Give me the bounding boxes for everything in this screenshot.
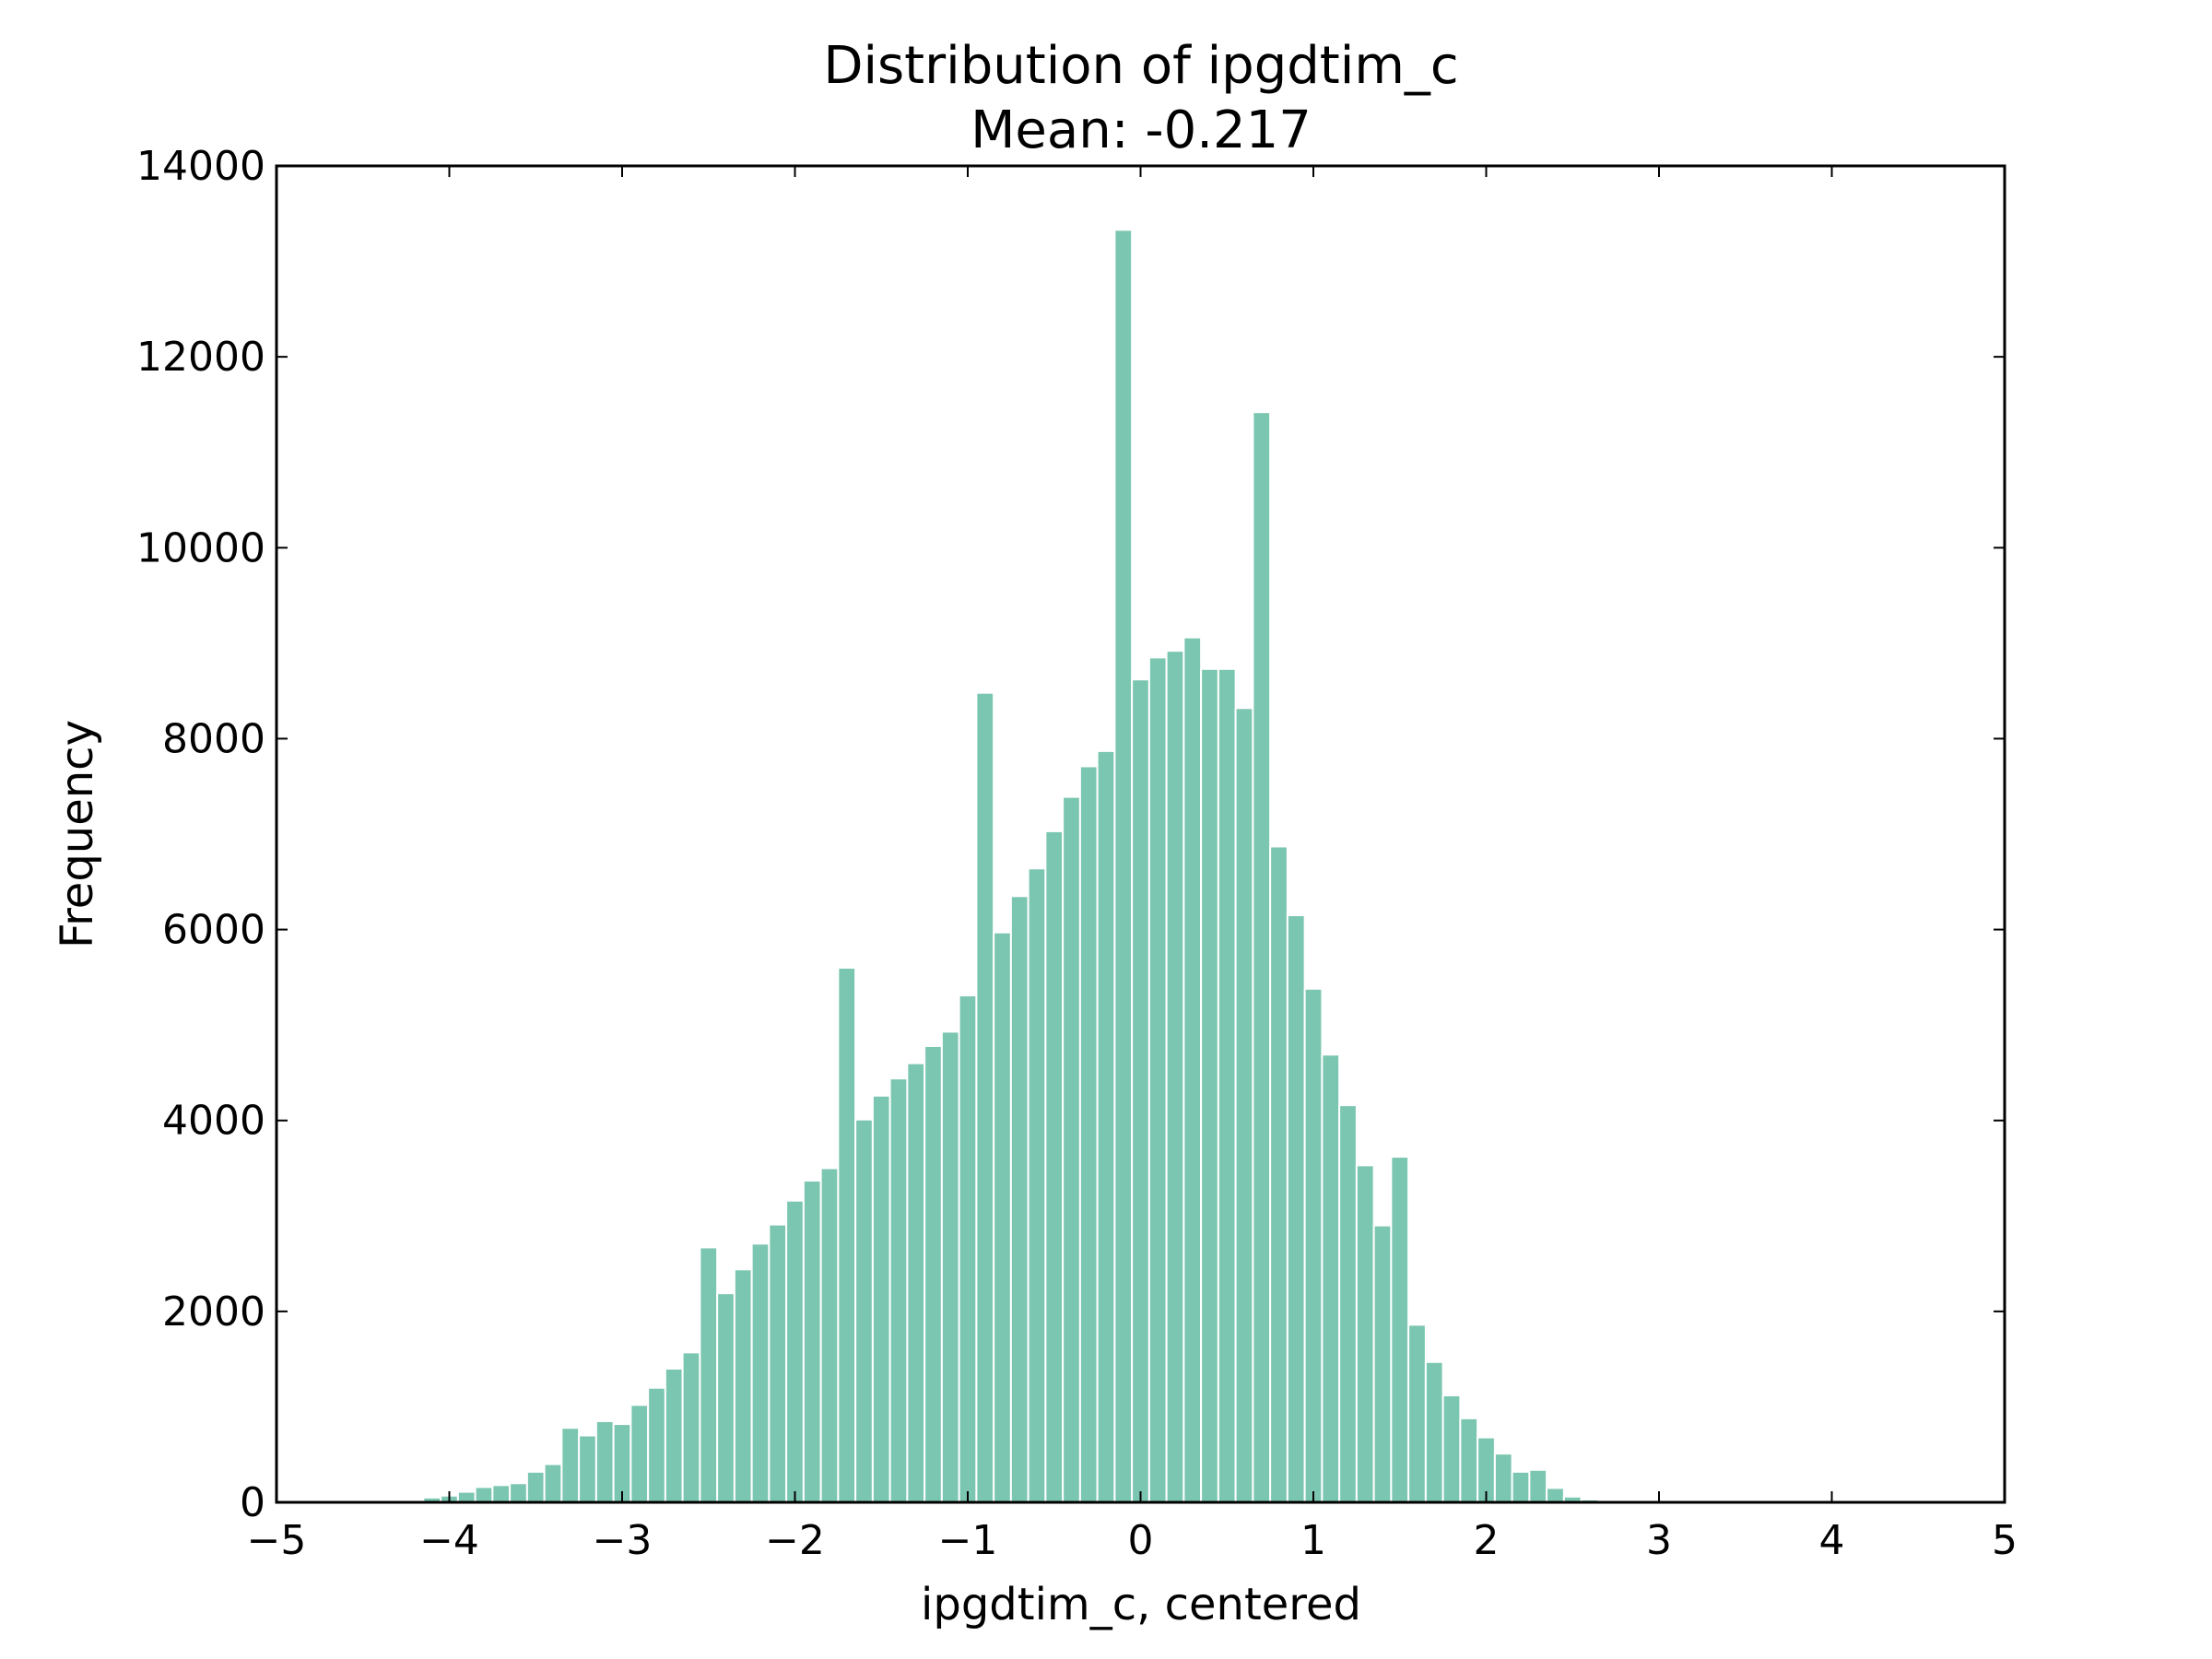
histogram-bar [629, 1404, 650, 1503]
histogram-bar [1078, 765, 1099, 1503]
histogram-bar [1009, 895, 1030, 1503]
histogram-bar [1338, 1104, 1358, 1503]
histogram-bar [578, 1434, 597, 1503]
histogram-bar [924, 1044, 943, 1504]
histogram-bar [543, 1463, 563, 1503]
histogram-bar [491, 1484, 512, 1503]
histogram-bar [1096, 749, 1116, 1503]
histogram-bar [647, 1386, 666, 1503]
histogram-bar [1286, 914, 1306, 1503]
x-tick-label: 2 [1474, 1517, 1500, 1564]
histogram-bar [1234, 707, 1254, 1503]
x-tick-label: −3 [593, 1517, 653, 1564]
y-axis-ticks: 0 2000 4000 6000 8000 10000 12000 14000 [136, 143, 2005, 1526]
histogram-bar [993, 931, 1012, 1503]
histogram-bar [819, 1167, 840, 1503]
x-tick-label: −4 [419, 1517, 479, 1564]
x-tick-label: 1 [1300, 1517, 1326, 1564]
histogram-bar [1165, 650, 1185, 1503]
histogram-bar [456, 1490, 477, 1503]
y-tick-label: 14000 [136, 143, 265, 190]
x-tick-label: 4 [1819, 1517, 1845, 1564]
x-tick-label: −5 [247, 1517, 307, 1564]
chart-subtitle: Mean: -0.217 [971, 100, 1312, 160]
histogram-bar [975, 691, 995, 1503]
histogram-bar [1252, 411, 1272, 1504]
histogram-bar [1459, 1417, 1479, 1503]
histogram-bar [837, 967, 857, 1503]
histogram-bar [733, 1268, 753, 1504]
histogram-bar [1303, 987, 1324, 1504]
y-tick-label: 2000 [162, 1288, 265, 1335]
histogram-bar [612, 1423, 632, 1503]
histogram-bar [1355, 1164, 1375, 1503]
y-tick-label: 0 [240, 1479, 265, 1526]
histogram-bar [1113, 229, 1134, 1503]
histogram-bar [750, 1242, 771, 1503]
histogram-bar [1372, 1224, 1393, 1503]
x-axis-ticks: −5 −4 −3 −2 −1 0 1 2 3 4 5 [247, 166, 2018, 1564]
histogram-bar [1528, 1468, 1548, 1504]
histogram-bar [1441, 1394, 1462, 1503]
histogram-bar [958, 994, 978, 1504]
histogram-bar [664, 1368, 684, 1503]
histogram-bar [681, 1351, 701, 1504]
y-tick-label: 10000 [136, 524, 265, 571]
histogram-bar [699, 1246, 719, 1503]
histogram-bar [1044, 830, 1065, 1503]
histogram-bar [1269, 845, 1288, 1503]
bars-group [405, 229, 1652, 1504]
histogram-bar [1027, 867, 1047, 1503]
histogram-bar [1511, 1470, 1531, 1503]
histogram-bar [1131, 678, 1150, 1503]
histogram-bar [1493, 1453, 1513, 1504]
histogram-bar [785, 1199, 805, 1503]
x-axis-label: ipgdtim_c, centered [921, 1579, 1361, 1630]
histogram-bar [1147, 656, 1168, 1503]
histogram-bar [1424, 1360, 1444, 1503]
x-tick-label: 3 [1646, 1517, 1672, 1564]
histogram-bar [906, 1062, 926, 1503]
histogram-bar [1182, 636, 1203, 1503]
histogram-bar [509, 1482, 528, 1504]
histogram-bar [1062, 795, 1081, 1503]
plot-frame [275, 164, 2006, 1504]
x-tick-label: 5 [1992, 1517, 2018, 1564]
histogram-bar [1321, 1053, 1341, 1503]
chart-title: Distribution of ipgdtim_c [823, 36, 1458, 96]
histogram-bar [594, 1419, 615, 1503]
x-tick-label: −2 [765, 1517, 825, 1564]
histogram-bar [525, 1470, 546, 1503]
y-tick-label: 4000 [162, 1098, 265, 1145]
histogram-bar [854, 1118, 874, 1504]
x-tick-label: −1 [938, 1517, 998, 1564]
histogram-bar [888, 1077, 909, 1503]
y-axis-label: Frequency [52, 720, 103, 948]
histogram-bar [1390, 1156, 1410, 1503]
y-tick-label: 8000 [162, 715, 265, 762]
histogram-bar [716, 1292, 735, 1504]
x-tick-label: 0 [1128, 1517, 1154, 1564]
histogram-bar [1407, 1324, 1427, 1503]
y-tick-label: 6000 [162, 907, 265, 954]
histogram-bar [802, 1179, 822, 1503]
histogram-bar [1217, 667, 1237, 1503]
histogram-bar [1200, 667, 1219, 1503]
histogram-bar [1546, 1487, 1565, 1503]
histogram-bar [474, 1486, 494, 1504]
y-tick-label: 12000 [136, 334, 265, 381]
histogram-bar [940, 1030, 960, 1503]
histogram-bar [560, 1427, 581, 1503]
histogram-bar [871, 1094, 891, 1504]
histogram-bar [768, 1223, 788, 1503]
